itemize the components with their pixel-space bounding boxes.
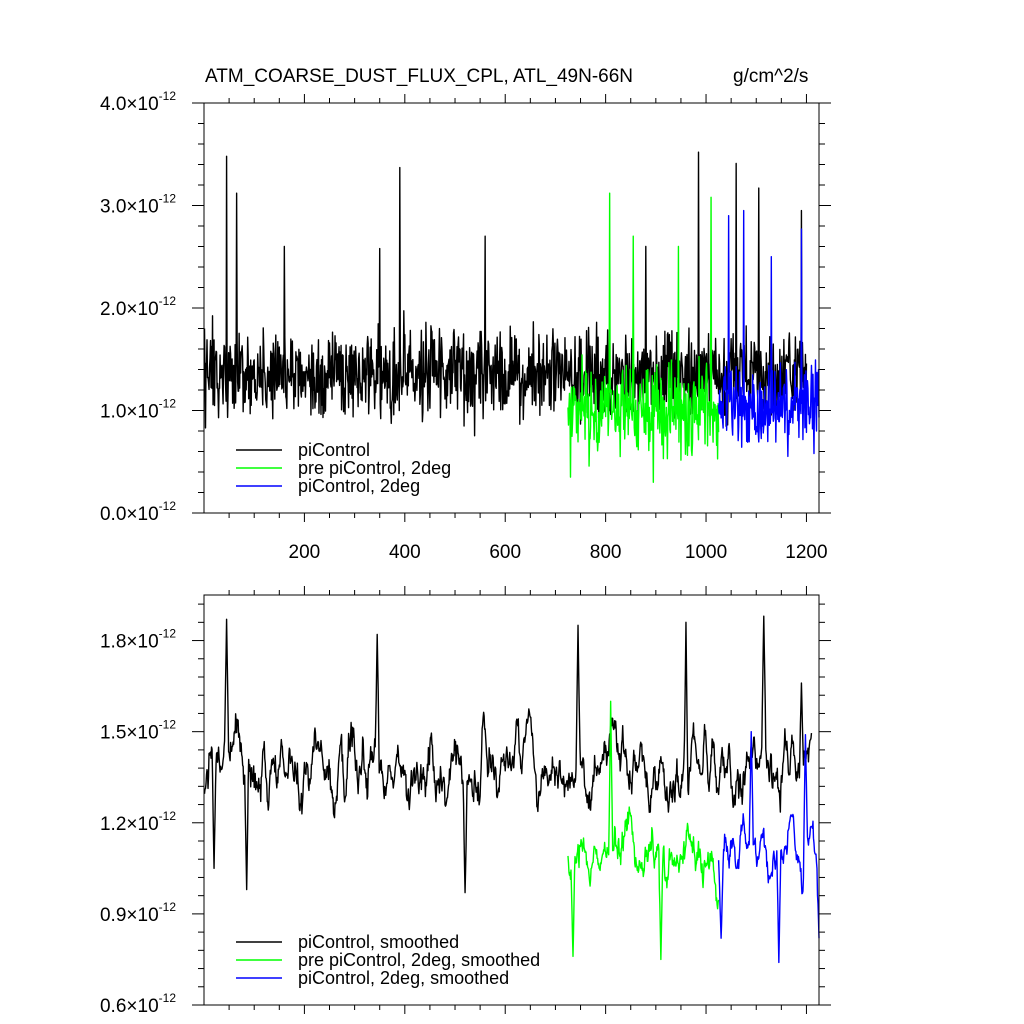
- legend-label: piControl, smoothed: [298, 932, 459, 952]
- y-tick-label: 4.0×10-12: [100, 89, 176, 115]
- x-tick-label: 1000: [685, 542, 727, 563]
- series-line-bottom-0: [203, 615, 813, 894]
- x-tick-label: 400: [389, 542, 421, 563]
- bottom-panel: 0.6×10-12 0.9×10-12 1.2×10-12 1.5×10-12 1.8×…: [100, 586, 831, 1017]
- y-tick-label: 1.8×10-12: [100, 627, 176, 653]
- top-plot-frame: [203, 102, 820, 514]
- y-tick-label: 0.0×10-12: [100, 499, 176, 525]
- y-tick-label: 2.0×10-12: [100, 294, 176, 320]
- legend-label: pre piControl, 2deg, smoothed: [298, 950, 540, 970]
- bottom-plot-frame: [203, 594, 820, 1006]
- y-tick-label: 0.6×10-12: [100, 991, 176, 1017]
- y-tick-label: 1.0×10-12: [100, 397, 176, 423]
- y-tick-label: 1.5×10-12: [100, 718, 176, 744]
- series-line-top-0: [203, 151, 808, 437]
- legend-label: pre piControl, 2deg: [298, 458, 451, 478]
- legend-label: piControl: [298, 440, 370, 460]
- series-line-top-2: [717, 209, 820, 458]
- chart-title: ATM_COARSE_DUST_FLUX_CPL, ATL_49N-66N: [205, 66, 633, 87]
- top-panel: 200 400 600 800 1000 1200 0.0×10-12 1.0×10-12 2.…: [100, 89, 831, 563]
- x-tick-label: 600: [489, 542, 521, 563]
- legend-label: piControl, 2deg, smoothed: [298, 968, 509, 988]
- series-line-bottom-1: [567, 700, 720, 961]
- legend-label: piControl, 2deg: [298, 476, 420, 496]
- x-tick-label: 800: [590, 542, 622, 563]
- y-tick-label: 1.2×10-12: [100, 809, 176, 835]
- y-tick-label: 3.0×10-12: [100, 192, 176, 218]
- x-tick-label: 200: [289, 542, 321, 563]
- y-tick-label: 0.9×10-12: [100, 900, 176, 926]
- series-line-top-1: [567, 192, 720, 483]
- chart-units: g/cm^2/s: [733, 66, 808, 87]
- series-line-bottom-2: [717, 730, 820, 964]
- x-tick-label: 1200: [785, 542, 827, 563]
